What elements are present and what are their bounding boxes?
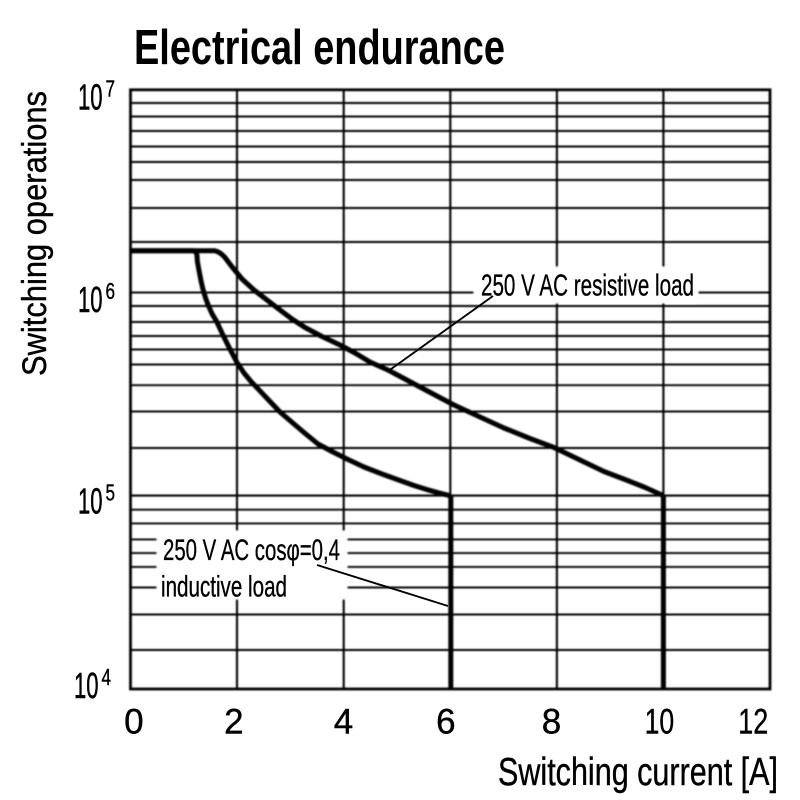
svg-text:6: 6 [436, 703, 455, 742]
svg-text:10: 10 [78, 279, 103, 320]
svg-text:10: 10 [645, 703, 675, 742]
svg-text:8: 8 [542, 703, 561, 742]
svg-text:12: 12 [738, 703, 768, 742]
svg-text:Switching current [A]: Switching current [A] [498, 751, 778, 794]
svg-text:inductive load: inductive load [161, 571, 287, 604]
svg-text:5: 5 [106, 480, 116, 506]
svg-text:10: 10 [74, 665, 99, 706]
svg-text:10: 10 [78, 481, 103, 522]
svg-text:0: 0 [124, 703, 143, 742]
svg-text:Electrical endurance: Electrical endurance [134, 21, 505, 75]
svg-text:4: 4 [334, 703, 353, 742]
svg-text:Switching operations: Switching operations [16, 91, 54, 376]
svg-text:4: 4 [102, 664, 112, 690]
svg-text:7: 7 [106, 76, 116, 102]
svg-text:2: 2 [224, 703, 243, 742]
svg-text:10: 10 [78, 77, 103, 118]
svg-text:250 V AC resistive load: 250 V AC resistive load [481, 268, 694, 303]
svg-text:250 V AC cosφ=0,4: 250 V AC cosφ=0,4 [163, 534, 340, 567]
svg-text:6: 6 [106, 278, 116, 304]
